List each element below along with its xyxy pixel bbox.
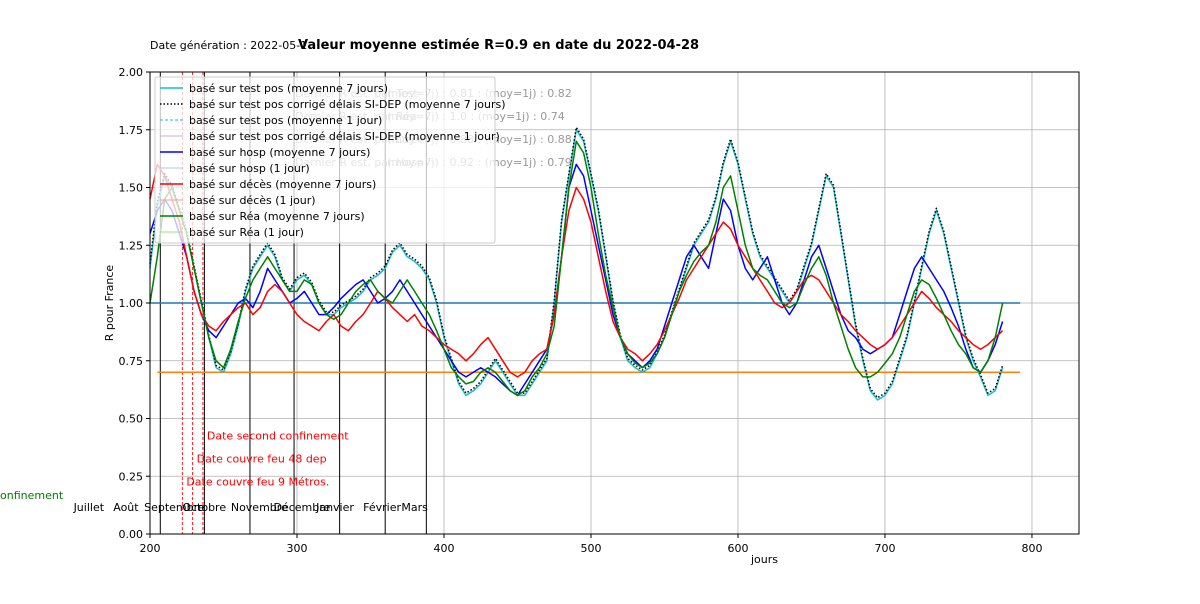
month-label: Septembre — [144, 501, 205, 514]
chart-title: Valeur moyenne estimée R=0.9 en date du … — [298, 38, 699, 53]
legend-entry: basé sur décès (moyenne 7 jours) — [189, 178, 376, 191]
month-label: Février — [363, 501, 401, 514]
month-label: Décembre — [273, 501, 330, 514]
legend-entry: basé sur test pos corrigé délais SI-DEP … — [189, 130, 500, 143]
month-label: Janvier — [315, 501, 354, 514]
event-label: Date second confinement — [207, 429, 349, 442]
x-tick-label: 700 — [874, 542, 895, 555]
legend-entry: basé sur test pos (moyenne 7 jours) — [189, 82, 388, 95]
y-tick-label: 0.50 — [119, 413, 144, 426]
legend-entry: basé sur Réa (1 jour) — [189, 226, 304, 239]
x-tick-label: 400 — [433, 542, 454, 555]
y-tick-label: 0.25 — [119, 470, 144, 483]
confinement-label: onfinement — [0, 489, 64, 502]
legend-entry: basé sur hosp (1 jour) — [189, 162, 310, 175]
event-label: Date couvre feu 48 dep — [197, 452, 327, 465]
y-tick-label: 1.00 — [119, 297, 144, 310]
x-tick-label: 200 — [140, 542, 161, 555]
x-axis-label: jours — [750, 553, 778, 566]
legend-entry: basé sur hosp (moyenne 7 jours) — [189, 146, 370, 159]
legend-box — [154, 76, 496, 244]
month-label: Novembre — [231, 501, 288, 514]
x-tick-label: 300 — [286, 542, 307, 555]
legend-entry: basé sur test pos (moyenne 1 jour) — [189, 114, 382, 127]
generation-date: Date génération : 2022-05-1 — [150, 39, 307, 52]
y-tick-label: 2.00 — [119, 66, 144, 79]
y-tick-label: 0.75 — [119, 355, 144, 368]
legend-entry: basé sur Réa (moyenne 7 jours) — [189, 210, 365, 223]
legend-entry: basé sur test pos corrigé délais SI-DEP … — [189, 98, 506, 111]
x-tick-label: 600 — [727, 542, 748, 555]
series-line — [149, 126, 1004, 399]
x-tick-label: 800 — [1021, 542, 1042, 555]
series-line — [149, 140, 1004, 397]
month-label: Octobre — [182, 501, 226, 514]
month-label: Mars — [401, 501, 428, 514]
series-line — [149, 163, 1004, 378]
x-tick-label: 500 — [580, 542, 601, 555]
y-tick-label: 1.50 — [119, 182, 144, 195]
legend-entry: basé sur décès (1 jour) — [189, 194, 316, 207]
y-axis-label: R pour France — [103, 265, 116, 342]
y-tick-label: 1.25 — [119, 239, 144, 252]
month-label: Juillet — [73, 501, 105, 514]
y-tick-label: 0.00 — [119, 528, 144, 541]
month-label: Août — [113, 501, 139, 514]
series-line — [149, 163, 1004, 397]
y-tick-label: 1.75 — [119, 124, 144, 137]
event-label: Date couvre feu 9 Métros. — [186, 475, 329, 488]
